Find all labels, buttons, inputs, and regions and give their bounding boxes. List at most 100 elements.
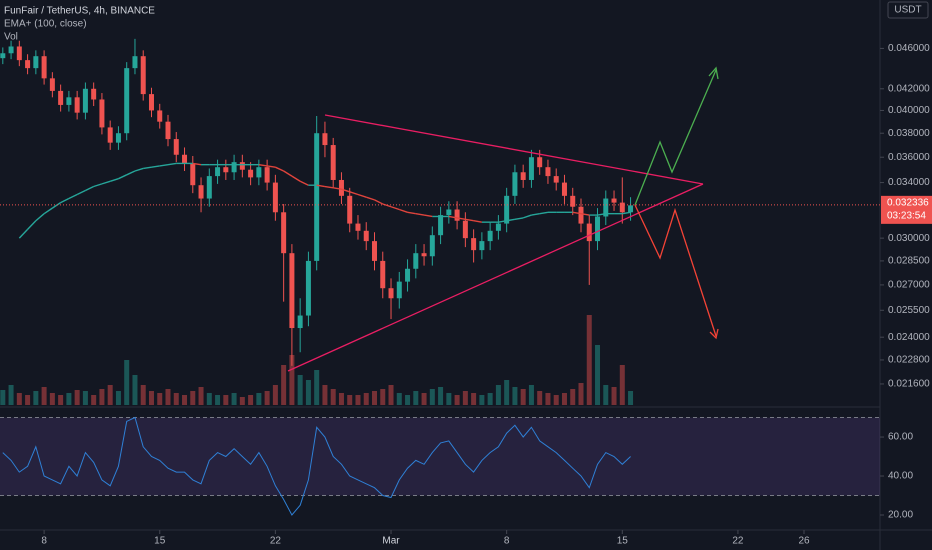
volume-bar xyxy=(148,391,154,405)
ema-segment xyxy=(151,165,160,168)
volume-bar xyxy=(173,393,179,405)
candle-body xyxy=(347,195,353,224)
volume-bar xyxy=(578,383,584,405)
ema-segment xyxy=(291,175,301,182)
volume-bar xyxy=(380,389,386,405)
volume-bar xyxy=(537,391,543,405)
x-tick-label: 26 xyxy=(798,536,810,547)
y-tick-label: 0.042000 xyxy=(888,83,930,94)
ema-segment xyxy=(109,178,119,182)
ema-segment xyxy=(349,191,359,196)
volume-bar xyxy=(231,393,237,405)
candle-body xyxy=(49,78,55,91)
volume-bar xyxy=(586,315,592,405)
plot-layer: 0.021600 0.022800 0.024000 0.025500 0.027000… xyxy=(0,38,932,547)
ema-segment xyxy=(597,212,606,216)
volume-bar xyxy=(182,395,188,405)
volume-bar xyxy=(347,395,353,405)
ema-segment xyxy=(390,206,400,211)
candle-body xyxy=(91,88,97,100)
y-tick-label: 0.025500 xyxy=(888,305,930,316)
ema-segment xyxy=(18,228,29,239)
volume-bar xyxy=(198,387,204,405)
candle-body xyxy=(619,202,625,213)
volume-bar xyxy=(570,389,576,405)
volume-bar xyxy=(603,385,609,405)
volume-bar xyxy=(628,391,634,405)
currency-button[interactable] xyxy=(887,1,929,19)
x-tick-label: 15 xyxy=(617,536,629,547)
volume-bar xyxy=(405,395,411,405)
drawings xyxy=(287,66,719,372)
candle-body xyxy=(446,209,452,216)
volume-bar xyxy=(49,393,55,405)
ema-segment xyxy=(43,207,53,215)
candle-body xyxy=(25,60,31,69)
volume-bar xyxy=(330,389,336,405)
volume-bar xyxy=(363,393,369,405)
candle-body xyxy=(115,133,121,143)
volume-bar xyxy=(454,395,460,405)
candle-body xyxy=(429,235,435,257)
candle-body xyxy=(8,46,14,54)
ema-segment xyxy=(76,189,86,196)
candle-body xyxy=(388,288,394,299)
candle-body xyxy=(595,216,601,242)
candle-body xyxy=(157,110,163,122)
volume-bar xyxy=(107,385,113,405)
currency[interactable]: USDT xyxy=(894,5,921,16)
candle-body xyxy=(355,223,361,231)
ema-segment xyxy=(366,196,375,201)
volume-bar xyxy=(215,395,221,405)
candle-body xyxy=(223,167,229,173)
y-tick-label: 0.024000 xyxy=(888,332,930,343)
ema-segment xyxy=(506,218,516,222)
ema-segment xyxy=(407,211,416,215)
candle-body xyxy=(528,157,534,180)
ema-segment xyxy=(275,166,284,172)
ema-segment xyxy=(423,214,433,218)
volume-bar xyxy=(396,393,402,405)
candle-body xyxy=(281,212,287,254)
triangle-lower xyxy=(287,183,704,372)
candle-body xyxy=(41,56,47,79)
volume-bar xyxy=(132,375,138,405)
volume-bar xyxy=(264,391,270,405)
ema-segment xyxy=(572,211,582,215)
ema-segment xyxy=(580,212,590,216)
candle-body xyxy=(570,195,576,207)
y-tick-label: 0.034000 xyxy=(888,177,930,188)
candle-body xyxy=(504,195,510,224)
volume-bar xyxy=(41,387,47,405)
volume-bar xyxy=(165,389,171,405)
ema-segment xyxy=(101,180,111,185)
candle-body xyxy=(421,253,427,257)
last-price-label: 0.032336 xyxy=(887,197,929,208)
volume-bar xyxy=(281,365,287,405)
candle-body xyxy=(628,205,634,213)
y-tick-label: 0.022800 xyxy=(888,355,930,366)
volume-bar xyxy=(124,360,130,405)
volume-label: Vol xyxy=(4,32,18,43)
volume-bar xyxy=(314,370,320,405)
candle-body xyxy=(487,230,493,242)
volume-bar xyxy=(322,385,328,405)
candle-body xyxy=(322,133,328,146)
candle-body xyxy=(248,169,254,178)
candle-body xyxy=(305,260,311,316)
volume-bar xyxy=(520,389,526,405)
candle-body xyxy=(173,139,179,155)
ema-segment xyxy=(622,211,631,215)
rsi-band xyxy=(0,417,880,496)
candle-body xyxy=(99,99,105,128)
candle-body xyxy=(124,68,130,134)
ema-segment xyxy=(473,220,482,223)
ema-segment xyxy=(333,187,342,190)
volume-bar xyxy=(355,395,361,405)
candle-body xyxy=(561,182,567,196)
volume-bar xyxy=(140,385,146,405)
volume-bar xyxy=(371,391,377,405)
ema-segment xyxy=(456,217,466,221)
candle-body xyxy=(58,90,64,105)
